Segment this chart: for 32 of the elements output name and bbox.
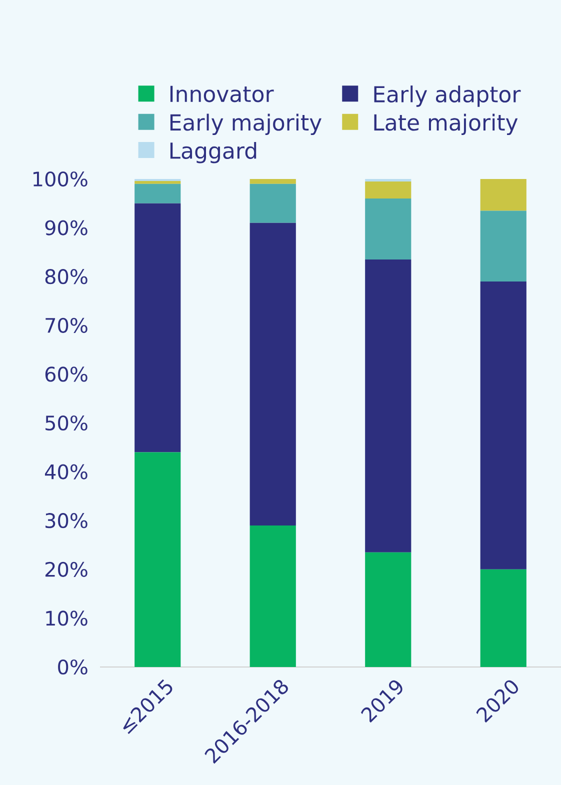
bar [250, 179, 296, 184]
y-tick-label: 80% [45, 269, 88, 284]
y-tick-label: 40% [44, 464, 88, 480]
bar [364, 181, 411, 199]
bar [480, 210, 526, 282]
bar [480, 179, 526, 211]
bar [134, 184, 180, 204]
y-tick-label: 70% [45, 318, 88, 333]
y-tick-label: 0% [58, 659, 88, 675]
bar [134, 180, 180, 184]
legend-label: Laggard [170, 142, 256, 164]
bar [480, 569, 526, 667]
y-tick-label: 100% [33, 171, 88, 187]
legend-label: Late majority [374, 114, 518, 136]
y-tick-label: 90% [45, 220, 88, 236]
bar [364, 552, 411, 667]
bar [134, 203, 180, 452]
y-tick-label: 50% [45, 415, 88, 431]
bar [250, 184, 296, 223]
y-tick-label: 20% [45, 562, 88, 577]
bar [364, 260, 411, 552]
bar [250, 222, 296, 526]
y-tick-label: 60% [45, 366, 88, 382]
bar [480, 281, 526, 570]
y-tick-label: 30% [45, 513, 88, 528]
bar [134, 452, 180, 667]
bar [364, 198, 411, 260]
legend-label: Innovator [170, 86, 274, 102]
bar [250, 525, 296, 667]
legend-label: Early majority [170, 114, 322, 136]
y-tick-label: 10% [46, 610, 88, 626]
legend-label: Early adaptor [374, 86, 520, 107]
